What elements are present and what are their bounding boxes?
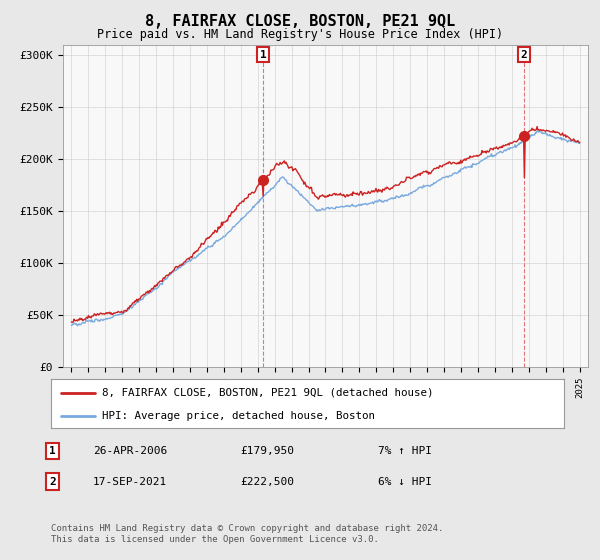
Text: £222,500: £222,500 xyxy=(240,477,294,487)
Text: £179,950: £179,950 xyxy=(240,446,294,456)
Text: 6% ↓ HPI: 6% ↓ HPI xyxy=(378,477,432,487)
Text: 2: 2 xyxy=(521,50,527,59)
Text: Price paid vs. HM Land Registry's House Price Index (HPI): Price paid vs. HM Land Registry's House … xyxy=(97,28,503,41)
Text: 8, FAIRFAX CLOSE, BOSTON, PE21 9QL (detached house): 8, FAIRFAX CLOSE, BOSTON, PE21 9QL (deta… xyxy=(103,388,434,398)
Text: 8, FAIRFAX CLOSE, BOSTON, PE21 9QL: 8, FAIRFAX CLOSE, BOSTON, PE21 9QL xyxy=(145,14,455,29)
Text: 7% ↑ HPI: 7% ↑ HPI xyxy=(378,446,432,456)
Text: 1: 1 xyxy=(49,446,56,456)
Text: 2: 2 xyxy=(49,477,56,487)
Text: Contains HM Land Registry data © Crown copyright and database right 2024.
This d: Contains HM Land Registry data © Crown c… xyxy=(51,524,443,544)
Text: HPI: Average price, detached house, Boston: HPI: Average price, detached house, Bost… xyxy=(103,411,376,421)
Text: 1: 1 xyxy=(260,50,266,59)
Text: 26-APR-2006: 26-APR-2006 xyxy=(93,446,167,456)
Text: 17-SEP-2021: 17-SEP-2021 xyxy=(93,477,167,487)
